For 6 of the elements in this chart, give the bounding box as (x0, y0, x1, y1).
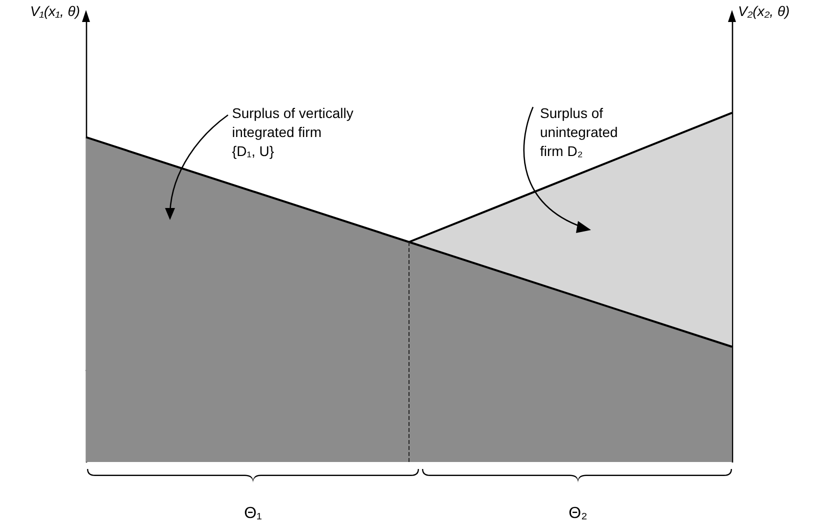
text: Θ₁ (244, 505, 262, 522)
text: Θ₂ (568, 505, 588, 522)
annotation: Surplus of vertically integrated firm {D₁, U} (232, 105, 354, 159)
annotation: Surplus of unintegrated firm D₂ (540, 105, 618, 159)
text: V₂(x₂, θ) (738, 3, 790, 19)
text: V₁(x₁, θ) (30, 3, 80, 19)
